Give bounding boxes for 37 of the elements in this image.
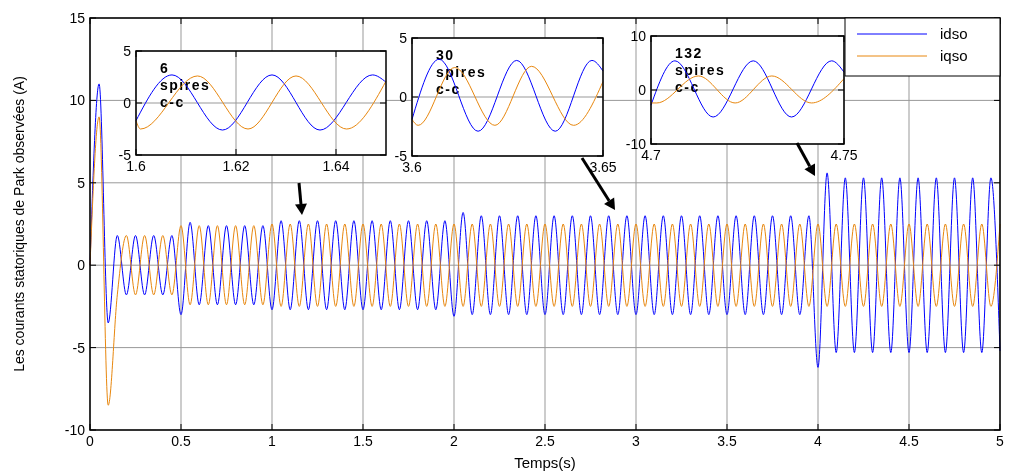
y-tick-label: 0 (638, 81, 647, 98)
x-tick-label: 3.65 (589, 159, 617, 175)
y-tick-label: 10 (69, 92, 86, 109)
legend-label: idso (940, 25, 968, 43)
y-tick-label: 5 (123, 42, 132, 59)
x-tick-label: 5 (996, 433, 1005, 449)
x-tick-label: 2 (450, 433, 459, 449)
y-tick-label: 15 (69, 9, 86, 26)
y-tick-label: 5 (399, 29, 408, 46)
y-tick-label: 0 (123, 94, 132, 111)
legend-label: iqso (940, 47, 968, 65)
y-tick-label: 5 (77, 174, 86, 191)
line-series (411, 58, 604, 132)
x-tick-label: 3 (632, 433, 641, 449)
line-series (411, 65, 604, 126)
y-tick-label: 0 (399, 88, 408, 105)
x-tick-label: 1.62 (222, 158, 250, 174)
x-tick-label: 1 (268, 433, 277, 449)
y-tick-label: -10 (64, 421, 86, 438)
y-tick-label: -5 (394, 147, 408, 164)
x-tick-label: 1.5 (353, 433, 373, 449)
x-tick-label: 4.75 (830, 147, 858, 163)
y-tick-label: 10 (630, 27, 647, 44)
x-tick-label: 3.5 (717, 433, 737, 449)
y-tick-label: -5 (72, 339, 86, 356)
y-axis-title: Les courants statoriques de Park observées (A) (11, 76, 27, 372)
x-tick-label: 4 (814, 433, 823, 449)
line-series (650, 60, 845, 118)
y-tick-label: 0 (77, 257, 86, 274)
x-tick-label: 4.5 (899, 433, 919, 449)
y-tick-label: -10 (625, 135, 647, 152)
x-tick-label: 2.5 (535, 433, 555, 449)
y-tick-label: -5 (118, 146, 132, 163)
x-tick-label: 1.64 (322, 158, 350, 174)
x-tick-label: 0.5 (171, 433, 191, 449)
line-series (89, 116, 1001, 406)
x-axis-title: Temps(s) (514, 454, 576, 471)
